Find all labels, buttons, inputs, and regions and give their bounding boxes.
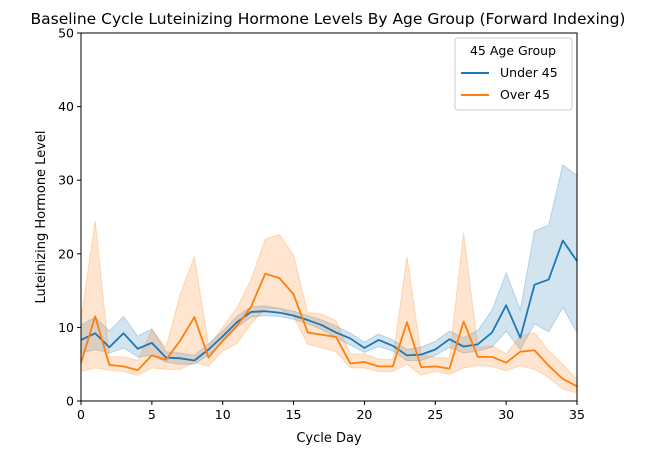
y-tick-label: 40 bbox=[58, 99, 74, 114]
x-tick-label: 35 bbox=[569, 407, 585, 422]
chart-title: Baseline Cycle Luteinizing Hormone Level… bbox=[31, 10, 626, 28]
x-axis-label: Cycle Day bbox=[296, 431, 362, 446]
legend-label-over-45: Over 45 bbox=[500, 87, 550, 102]
series-lines bbox=[80, 239, 578, 388]
x-tick-label: 10 bbox=[215, 407, 231, 422]
series-line-over-45 bbox=[80, 272, 578, 388]
y-tick-label: 10 bbox=[58, 320, 74, 335]
x-tick-label: 0 bbox=[77, 407, 85, 422]
x-tick-label: 15 bbox=[286, 407, 302, 422]
legend-label-under-45: Under 45 bbox=[500, 65, 558, 80]
y-tick-label: 20 bbox=[58, 246, 74, 261]
x-tick-label: 5 bbox=[148, 407, 156, 422]
x-tick-label: 25 bbox=[427, 407, 443, 422]
x-tick-label: 30 bbox=[498, 407, 514, 422]
confidence-bands bbox=[80, 163, 578, 394]
legend-box bbox=[454, 37, 573, 111]
y-axis-ticks: 0 10 20 30 40 50 bbox=[58, 26, 81, 409]
y-tick-label: 50 bbox=[58, 26, 74, 41]
series-line-under-45 bbox=[80, 239, 578, 362]
x-tick-label: 20 bbox=[356, 407, 372, 422]
plot-frame bbox=[80, 32, 578, 402]
legend-title: 45 Age Group bbox=[470, 43, 556, 58]
y-tick-label: 30 bbox=[58, 173, 74, 188]
x-axis-ticks: 0 5 10 15 20 25 30 35 bbox=[77, 401, 585, 422]
y-tick-label: 0 bbox=[66, 394, 74, 409]
legend: 45 Age Group Under 45 Over 45 bbox=[454, 37, 573, 111]
y-axis-label: Luteinizing Hormone Level bbox=[34, 130, 49, 303]
